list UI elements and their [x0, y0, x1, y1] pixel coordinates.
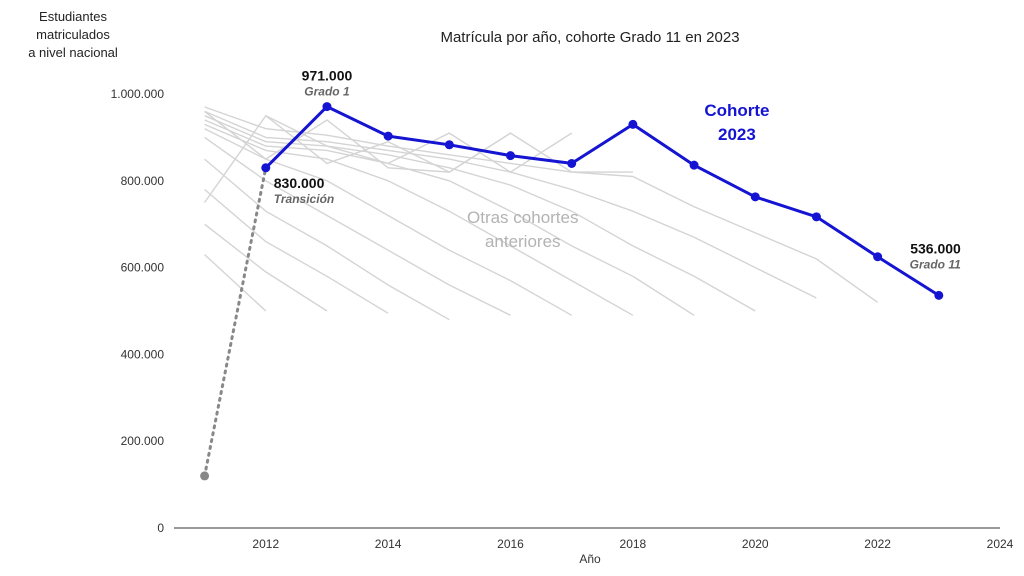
background-cohort-line-12 — [204, 114, 633, 203]
x-tick-label-2012: 2012 — [252, 537, 279, 551]
cohort-2023-point-2021 — [811, 212, 821, 222]
cohort-2023-point-2018 — [628, 119, 638, 129]
cohort-2023-point-2016 — [506, 151, 516, 161]
x-tick-label-2016: 2016 — [497, 537, 524, 551]
background-cohort-line-5 — [204, 136, 511, 316]
x-tick-label-2018: 2018 — [620, 537, 647, 551]
cohort-2023-point-2023 — [934, 290, 944, 300]
y-tick-label-1.000.000: 1.000.000 — [111, 87, 165, 101]
background-cohort-line-13 — [265, 115, 573, 173]
y-tick-label-400.000: 400.000 — [121, 347, 165, 361]
other-cohorts-label-line-1: Otras cohortes — [467, 208, 579, 227]
background-cohort-line-4 — [204, 158, 450, 321]
background-cohort-line-2 — [204, 223, 328, 312]
cohort-2023-point-2015 — [444, 140, 454, 150]
annotation-value-2012: 830.000 — [274, 175, 325, 191]
cohort-2023-point-2022 — [873, 252, 883, 262]
y-axis-label: Estudiantes matriculados a nivel naciona… — [28, 9, 118, 60]
background-cohort-line-9 — [204, 115, 756, 312]
annotation-sub-2013: Grado 1 — [304, 85, 350, 99]
cohort-2023-line — [264, 105, 940, 297]
cohort-2023-point-2014 — [383, 131, 393, 141]
cohort-2023-point-2020 — [750, 192, 760, 202]
cohort-2023-point-2019 — [689, 160, 699, 170]
x-tick-label-2020: 2020 — [742, 537, 769, 551]
series-label-cohorte-2023-line-2: 2023 — [718, 125, 756, 144]
chart-title: Matrícula por año, cohorte Grado 11 en 2… — [440, 29, 740, 46]
cohort-2023-point-2017 — [567, 158, 577, 168]
x-tick-label-2014: 2014 — [375, 537, 402, 551]
other-cohorts-label-line-2: anteriores — [485, 232, 561, 251]
y-tick-label-600.000: 600.000 — [121, 261, 165, 275]
background-cohort-line-11 — [204, 106, 879, 303]
x-axis-label: Año — [579, 552, 601, 566]
y-tick-label-800.000: 800.000 — [121, 174, 165, 188]
cohort-2023-point-2013 — [322, 102, 332, 112]
y-tick-label-200.000: 200.000 — [121, 434, 165, 448]
annotation-value-2023: 536.000 — [910, 240, 961, 256]
x-tick-label-2024: 2024 — [987, 537, 1014, 551]
annotation-sub-2012: Transición — [274, 192, 334, 206]
y-tick-label-0: 0 — [157, 521, 164, 535]
background-cohort-line-3 — [204, 188, 389, 314]
annotation-sub-2023: Grado 11 — [910, 257, 961, 271]
x-tick-label-2022: 2022 — [864, 537, 891, 551]
annotation-value-2013: 971.000 — [302, 68, 353, 84]
preschool-point — [200, 471, 210, 481]
series-label-cohorte-2023-line-1: Cohorte — [704, 101, 769, 120]
background-cohort-line-1 — [204, 254, 267, 312]
preschool-dotted-line — [203, 166, 268, 478]
cohort-2023-point-2012 — [261, 163, 271, 173]
background-cohort-line-14 — [204, 110, 511, 173]
